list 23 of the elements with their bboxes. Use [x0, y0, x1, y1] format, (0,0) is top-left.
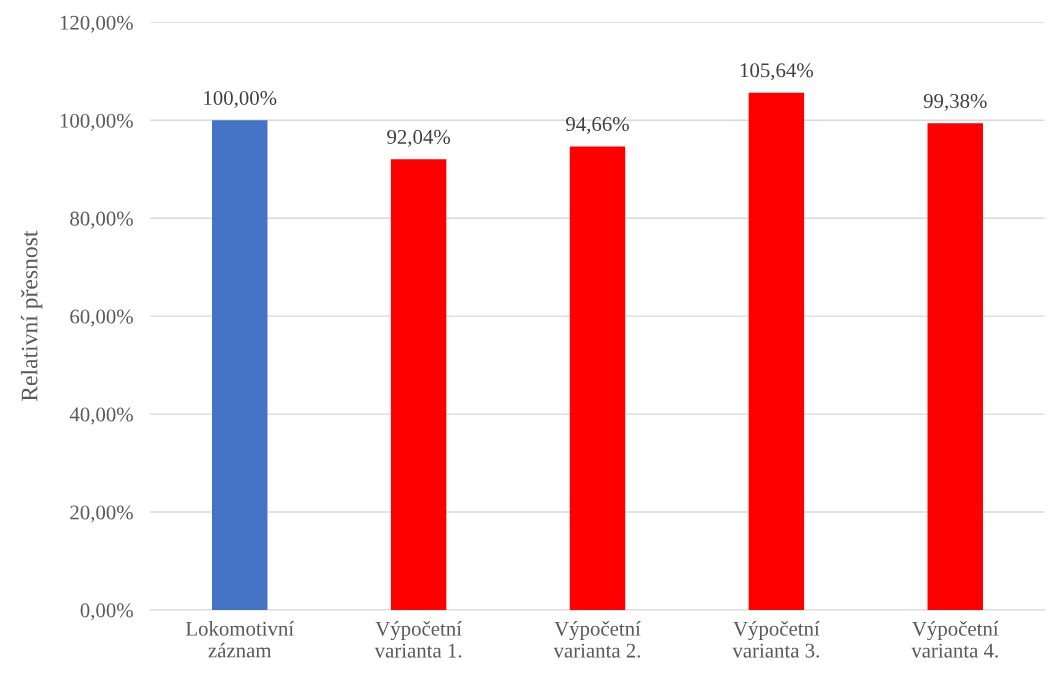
y-tick-label: 120,00% [60, 15, 133, 33]
y-tick-label: 60,00% [70, 309, 133, 327]
y-tick-label: 20,00% [70, 505, 133, 523]
data-label: 100,00% [204, 90, 277, 108]
x-tick-label: Výpočetní varianta 2. [553, 621, 641, 658]
y-tick-label: 80,00% [70, 211, 133, 229]
x-tick-label: Lokomotivní záznam [185, 621, 294, 658]
x-tick-label: Výpočetní varianta 4. [911, 621, 999, 658]
bar [390, 159, 447, 610]
x-tick-label: Výpočetní varianta 3. [732, 621, 820, 658]
y-tick-label: 100,00% [60, 113, 133, 131]
bar [748, 92, 805, 610]
data-label: 105,64% [740, 63, 813, 81]
y-axis-title: Relativní přesnost [20, 230, 43, 402]
y-tick-label: 0,00% [80, 603, 133, 621]
y-tick-label: 40,00% [69, 407, 133, 425]
data-label: 99,38% [923, 93, 987, 111]
bar [212, 120, 268, 610]
data-label: 92,04% [387, 129, 451, 147]
bar [569, 146, 626, 610]
x-tick-label: Výpočetní varianta 1. [374, 621, 462, 658]
bar [927, 123, 983, 610]
data-label: 94,66% [566, 117, 629, 135]
